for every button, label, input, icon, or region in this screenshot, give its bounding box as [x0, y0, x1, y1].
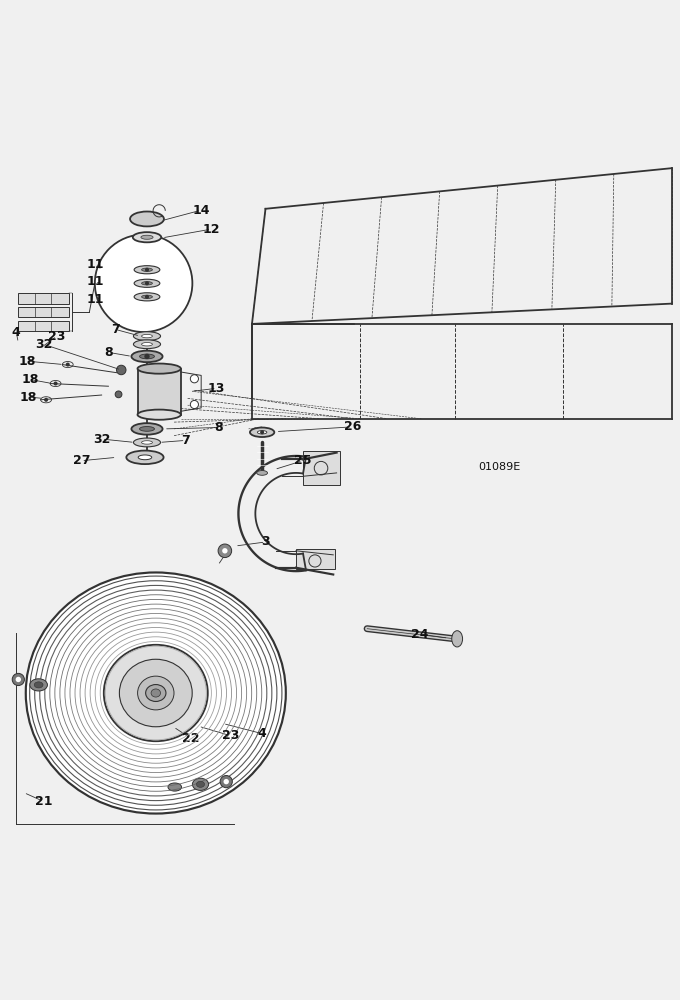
Ellipse shape [133, 438, 160, 447]
Ellipse shape [452, 631, 462, 647]
Ellipse shape [120, 659, 192, 727]
Text: 7: 7 [181, 434, 190, 447]
Text: 23: 23 [222, 729, 239, 742]
Bar [296, 549, 335, 569]
Ellipse shape [134, 279, 160, 287]
Ellipse shape [134, 266, 160, 274]
Text: 18: 18 [18, 355, 36, 368]
Ellipse shape [133, 332, 160, 341]
Text: 8: 8 [104, 346, 113, 359]
Ellipse shape [30, 679, 48, 691]
Text: 27: 27 [73, 454, 90, 467]
Text: 13: 13 [208, 382, 226, 395]
Ellipse shape [137, 364, 181, 374]
Ellipse shape [133, 232, 161, 242]
Circle shape [16, 677, 21, 682]
Circle shape [54, 381, 58, 386]
Circle shape [144, 354, 150, 359]
Ellipse shape [131, 351, 163, 362]
Text: 4: 4 [12, 326, 20, 339]
Ellipse shape [138, 455, 152, 460]
Text: 3: 3 [261, 535, 270, 548]
Circle shape [145, 281, 149, 285]
Text: 7: 7 [111, 323, 120, 336]
Text: 8: 8 [214, 421, 222, 434]
Ellipse shape [257, 431, 267, 434]
Text: 11: 11 [86, 258, 103, 271]
Text: 01089E: 01089E [478, 462, 520, 472]
Ellipse shape [139, 354, 154, 359]
Ellipse shape [141, 295, 152, 299]
Ellipse shape [139, 427, 154, 431]
Ellipse shape [126, 451, 164, 464]
Bar [303, 451, 340, 485]
Text: 25: 25 [294, 454, 311, 467]
Text: 32: 32 [93, 433, 110, 446]
Ellipse shape [137, 410, 181, 420]
Text: 18: 18 [20, 391, 37, 404]
Text: 26: 26 [343, 420, 361, 433]
Bar [18, 321, 69, 331]
Ellipse shape [34, 682, 43, 688]
Text: 21: 21 [35, 795, 52, 808]
Circle shape [145, 268, 149, 272]
Text: 32: 32 [35, 338, 52, 351]
Ellipse shape [168, 783, 182, 791]
Ellipse shape [192, 778, 209, 790]
Circle shape [66, 363, 70, 367]
Circle shape [190, 375, 199, 383]
Ellipse shape [141, 343, 152, 346]
Ellipse shape [197, 781, 205, 787]
Circle shape [222, 548, 228, 554]
Ellipse shape [130, 212, 164, 226]
Text: 12: 12 [203, 223, 220, 236]
Circle shape [260, 430, 264, 434]
Circle shape [190, 400, 199, 409]
Circle shape [95, 235, 192, 332]
Ellipse shape [250, 428, 274, 437]
Circle shape [224, 779, 229, 784]
Ellipse shape [137, 676, 174, 710]
Text: 18: 18 [21, 373, 39, 386]
Bar [18, 307, 69, 317]
Text: 24: 24 [411, 628, 428, 641]
Ellipse shape [141, 334, 152, 338]
Circle shape [44, 398, 48, 402]
Ellipse shape [141, 441, 152, 444]
Ellipse shape [141, 282, 152, 285]
Text: 11: 11 [86, 275, 103, 288]
Ellipse shape [141, 235, 153, 239]
Bar [137, 369, 181, 415]
Ellipse shape [134, 293, 160, 301]
Ellipse shape [141, 268, 152, 271]
Text: 14: 14 [192, 204, 210, 217]
Ellipse shape [151, 689, 160, 697]
Circle shape [116, 365, 126, 375]
Circle shape [145, 295, 149, 299]
Ellipse shape [104, 645, 208, 741]
Circle shape [220, 776, 233, 788]
Circle shape [12, 673, 24, 686]
Ellipse shape [146, 685, 166, 701]
Ellipse shape [26, 572, 286, 814]
Text: 22: 22 [182, 732, 200, 745]
Text: 23: 23 [48, 330, 65, 343]
Circle shape [115, 391, 122, 398]
Ellipse shape [257, 471, 267, 475]
Ellipse shape [133, 340, 160, 349]
Text: 4: 4 [258, 727, 267, 740]
Circle shape [218, 544, 232, 558]
Text: 11: 11 [86, 293, 103, 306]
Ellipse shape [131, 423, 163, 435]
Bar [18, 293, 69, 304]
